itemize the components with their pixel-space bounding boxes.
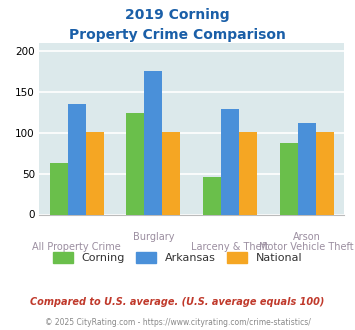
Text: All Property Crime: All Property Crime xyxy=(33,242,121,252)
Bar xyxy=(126,113,144,214)
Bar xyxy=(316,132,334,214)
Bar xyxy=(279,143,297,214)
Legend: Corning, Arkansas, National: Corning, Arkansas, National xyxy=(49,249,306,267)
Bar xyxy=(144,71,163,215)
Text: © 2025 CityRating.com - https://www.cityrating.com/crime-statistics/: © 2025 CityRating.com - https://www.city… xyxy=(45,318,310,327)
Text: Arson: Arson xyxy=(293,232,321,243)
Text: Motor Vehicle Theft: Motor Vehicle Theft xyxy=(259,242,354,252)
Text: 2019 Corning: 2019 Corning xyxy=(125,8,230,22)
Bar xyxy=(163,132,180,214)
Bar xyxy=(297,123,316,214)
Bar xyxy=(203,177,221,215)
Bar xyxy=(86,132,104,214)
Text: Compared to U.S. average. (U.S. average equals 100): Compared to U.S. average. (U.S. average … xyxy=(30,297,325,307)
Bar xyxy=(221,109,239,214)
Text: Larceny & Theft: Larceny & Theft xyxy=(191,242,269,252)
Text: Burglary: Burglary xyxy=(133,232,174,243)
Bar xyxy=(239,132,257,214)
Bar xyxy=(50,163,68,215)
Bar xyxy=(68,104,86,214)
Text: Property Crime Comparison: Property Crime Comparison xyxy=(69,28,286,42)
